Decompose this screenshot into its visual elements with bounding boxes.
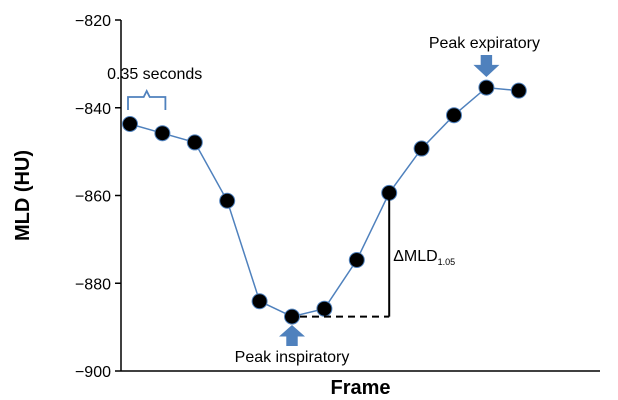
data-point	[414, 141, 429, 156]
x-axis-title: Frame	[330, 377, 390, 399]
delta-mld-main: ΔMLD	[393, 248, 437, 265]
y-tick-label: −900	[75, 364, 111, 381]
y-tick-label: −860	[75, 189, 111, 206]
data-point	[349, 252, 364, 267]
peak-expiratory-arrow	[473, 55, 499, 77]
data-point	[123, 116, 138, 131]
data-point	[447, 108, 462, 123]
data-point	[252, 294, 267, 309]
data-point	[155, 126, 170, 141]
y-tick-label: −840	[75, 101, 111, 118]
interval-bracket	[128, 91, 165, 110]
data-point	[220, 193, 235, 208]
data-point	[479, 80, 494, 95]
data-points	[123, 80, 527, 324]
delta-mld-subscript: 1.05	[438, 257, 456, 267]
data-point	[285, 309, 300, 324]
y-axis-title: MLD (HU)	[12, 150, 34, 241]
delta-mld-label: ΔMLD1.05	[393, 248, 455, 267]
interval-label: 0.35 seconds	[107, 66, 202, 83]
peak-inspiratory-arrow	[279, 325, 305, 346]
data-point	[511, 83, 526, 98]
data-point	[187, 135, 202, 150]
data-point	[317, 301, 332, 316]
y-tick-label: −880	[75, 276, 111, 293]
peak-inspiratory-label: Peak inspiratory	[235, 349, 350, 366]
y-tick-label: −820	[75, 13, 111, 30]
series-line	[130, 88, 519, 317]
peak-expiratory-label: Peak expiratory	[429, 35, 540, 52]
